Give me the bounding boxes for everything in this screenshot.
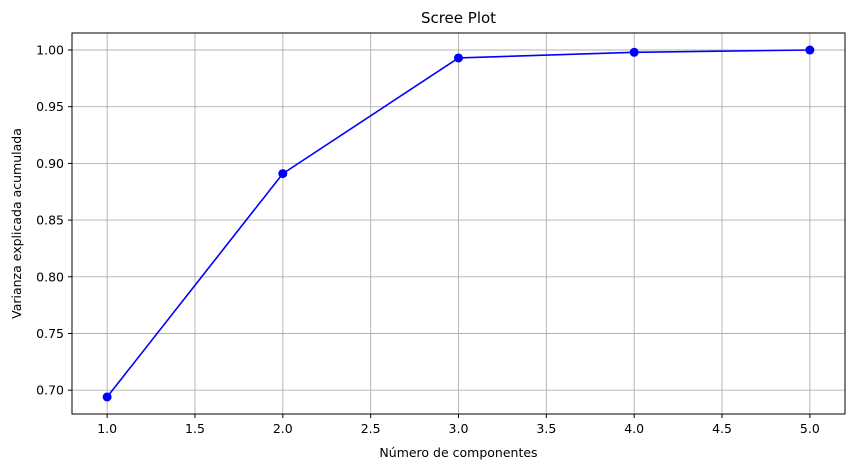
y-tick-label: 0.95 <box>36 99 64 114</box>
y-tick-label: 1.00 <box>36 43 64 58</box>
x-tick-label: 3.5 <box>536 421 556 436</box>
x-tick-label: 4.5 <box>712 421 732 436</box>
x-axis-label: Número de componentes <box>379 445 537 460</box>
data-point <box>278 169 288 179</box>
data-point <box>805 45 815 55</box>
y-tick-label: 0.90 <box>36 156 64 171</box>
chart-title: Scree Plot <box>421 9 496 27</box>
x-tick-label: 1.0 <box>97 421 117 436</box>
data-point <box>629 47 639 57</box>
x-tick-label: 2.0 <box>273 421 293 436</box>
x-tick-label: 2.5 <box>361 421 381 436</box>
axis-ticks: 1.0 1.5 2.0 2.5 3.0 3.5 4.0 4.5 5.0 0.70 0.75 0.80 0… <box>36 43 820 436</box>
data-point <box>454 53 463 63</box>
y-tick-label: 0.75 <box>36 326 64 341</box>
data-series <box>102 45 815 402</box>
y-tick-label: 0.70 <box>36 383 64 398</box>
x-tick-label: 3.0 <box>449 421 469 436</box>
y-axis-label: Varianza explicada acumulada <box>9 128 24 319</box>
y-tick-label: 0.85 <box>36 213 64 228</box>
y-tick-label: 0.80 <box>36 269 64 284</box>
data-point <box>102 392 112 402</box>
x-tick-label: 4.0 <box>624 421 644 436</box>
x-tick-label: 1.5 <box>185 421 205 436</box>
x-tick-label: 5.0 <box>800 421 820 436</box>
